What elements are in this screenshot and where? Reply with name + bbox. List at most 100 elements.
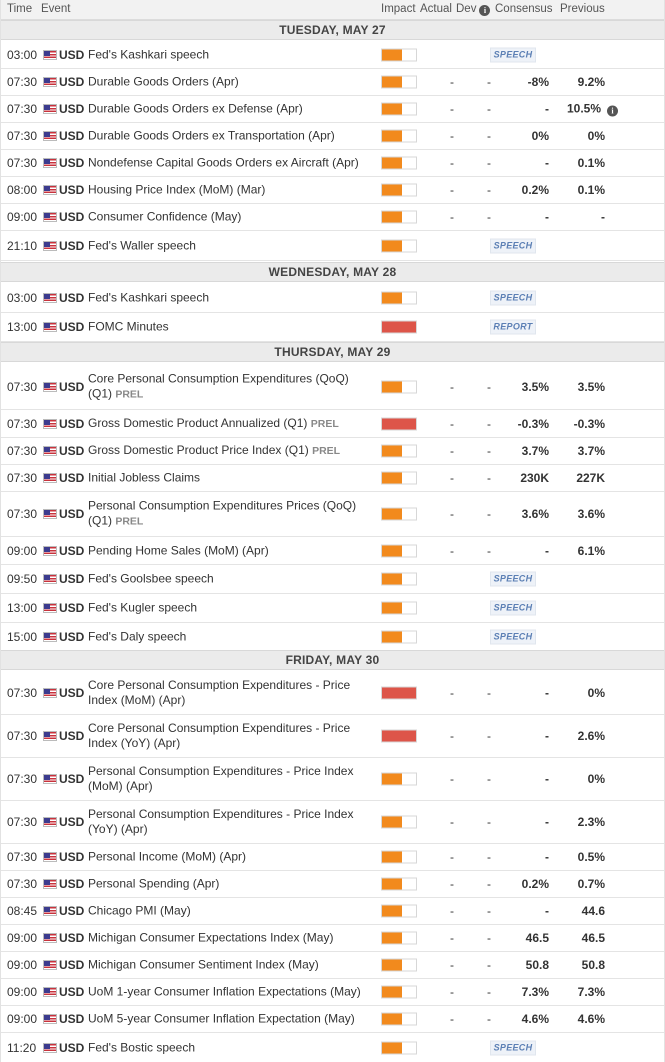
event-name[interactable]: Fed's Kashkari speech <box>88 48 363 63</box>
header-actual[interactable]: Actual <box>420 3 452 15</box>
actual-value: - <box>450 543 454 558</box>
header-consensus[interactable]: Consensus <box>495 3 553 15</box>
event-name[interactable]: Fed's Bostic speech <box>88 1040 363 1055</box>
event-name[interactable]: Fed's Kashkari speech <box>88 291 363 306</box>
impact-indicator <box>381 877 417 891</box>
header-previous[interactable]: Previous <box>560 3 605 15</box>
impact-indicator <box>381 630 417 644</box>
event-name[interactable]: Michigan Consumer Sentiment Index (May) <box>88 958 363 973</box>
event-row[interactable]: 09:00 USD UoM 1-year Consumer Inflation Ex… <box>1 979 664 1006</box>
event-name[interactable]: Core Personal Consumption Expenditures (… <box>88 371 363 402</box>
event-name[interactable]: Personal Spending (Apr) <box>88 877 363 892</box>
impact-fill <box>382 418 416 429</box>
event-name[interactable]: Personal Consumption Expenditures - Pric… <box>88 807 363 837</box>
event-title: UoM 1-year Consumer Inflation Expectatio… <box>88 984 361 999</box>
event-row[interactable]: 07:30 USD Durable Goods Orders (Apr) - - -8% 9… <box>1 69 664 96</box>
prel-badge: PREL <box>310 417 339 430</box>
event-row[interactable]: 03:00 USD Fed's Kashkari speech SPEECH <box>1 42 664 69</box>
event-row[interactable]: 07:30 USD Personal Consumption Expenditure… <box>1 758 664 801</box>
event-row[interactable]: 21:10 USD Fed's Waller speech SPEECH <box>1 231 664 261</box>
event-currency: USD <box>59 729 85 743</box>
event-name[interactable]: Durable Goods Orders (Apr) <box>88 75 363 90</box>
event-row[interactable]: 09:00 USD Michigan Consumer Sentiment Inde… <box>1 952 664 979</box>
event-row[interactable]: 13:00 USD Fed's Kugler speech SPEECH <box>1 594 664 623</box>
event-title: Personal Spending (Apr) <box>88 876 220 891</box>
event-row[interactable]: 09:00 USD Pending Home Sales (MoM) (Apr) - -… <box>1 537 664 565</box>
event-row[interactable]: 07:30 USD Personal Income (MoM) (Apr) - - - 0.… <box>1 844 664 871</box>
event-name[interactable]: Personal Income (MoM) (Apr) <box>88 850 363 865</box>
event-name[interactable]: Chicago PMI (May) <box>88 904 363 919</box>
info-icon[interactable]: i <box>479 5 491 16</box>
event-name[interactable]: Fed's Goolsbee speech <box>88 572 363 587</box>
event-name[interactable]: Fed's Waller speech <box>88 238 363 253</box>
event-currency: USD <box>59 48 85 62</box>
consensus-value: 7.3% <box>521 985 549 999</box>
impact-fill <box>382 816 403 828</box>
event-name[interactable]: Fed's Daly speech <box>88 630 363 645</box>
consensus-value: 50.8 <box>525 958 549 972</box>
event-row[interactable]: 09:00 USD Consumer Confidence (May) - - - - <box>1 204 664 231</box>
event-type-tag: SPEECH <box>490 1040 536 1055</box>
event-row[interactable]: 09:00 USD Michigan Consumer Expectations I… <box>1 925 664 952</box>
event-row[interactable]: 13:00 USD FOMC Minutes REPORT <box>1 313 664 342</box>
event-row[interactable]: 09:00 USD UoM 5-year Consumer Inflation Ex… <box>1 1006 664 1033</box>
header-event[interactable]: Event <box>41 3 71 15</box>
deviation-value: - <box>487 729 491 743</box>
event-title: Personal Consumption Expenditures - Pric… <box>88 807 354 836</box>
event-name[interactable]: Personal Consumption Expenditures Prices… <box>88 499 363 530</box>
event-row[interactable]: 07:30 USD Core Personal Consumption Expend… <box>1 715 664 758</box>
event-name[interactable]: Consumer Confidence (May) <box>88 210 363 225</box>
event-name[interactable]: Durable Goods Orders ex Transportation (… <box>88 129 363 144</box>
event-row[interactable]: 07:30 USD Durable Goods Orders ex Transpor… <box>1 123 664 150</box>
event-row[interactable]: 03:00 USD Fed's Kashkari speech SPEECH <box>1 284 664 313</box>
impact-indicator <box>381 601 417 615</box>
event-name[interactable]: Gross Domestic Product Annualized (Q1) P… <box>88 416 363 432</box>
event-row[interactable]: 07:30 USD Durable Goods Orders ex Defense … <box>1 96 664 123</box>
event-name[interactable]: FOMC Minutes <box>88 320 363 335</box>
event-row[interactable]: 15:00 USD Fed's Daly speech SPEECH <box>1 623 664 652</box>
event-row[interactable]: 07:30 USD Nondefense Capital Goods Orders … <box>1 150 664 177</box>
event-name[interactable]: Core Personal Consumption Expenditures -… <box>88 678 363 708</box>
event-name[interactable]: Durable Goods Orders ex Defense (Apr) <box>88 102 363 117</box>
event-row[interactable]: 08:00 USD Housing Price Index (MoM) (Mar) -… <box>1 177 664 204</box>
event-row[interactable]: 07:30 USD Gross Domestic Product Annualize… <box>1 410 664 438</box>
revised-info-icon[interactable]: i <box>607 105 618 117</box>
event-name[interactable]: UoM 5-year Consumer Inflation Expectatio… <box>88 1012 363 1027</box>
consensus-value: - <box>545 815 549 829</box>
event-row[interactable]: 07:30 USD Personal Spending (Apr) - - 0.2% 0.7… <box>1 871 664 898</box>
event-type-tag: REPORT <box>490 319 536 335</box>
header-time[interactable]: Time <box>7 3 33 15</box>
actual-value: - <box>450 815 454 829</box>
event-row[interactable]: 07:30 USD Gross Domestic Product Price Ind… <box>1 438 664 465</box>
event-row[interactable]: 11:20 USD Fed's Bostic speech SPEECH <box>1 1033 664 1062</box>
event-name[interactable]: UoM 1-year Consumer Inflation Expectatio… <box>88 985 363 1000</box>
event-name[interactable]: Initial Jobless Claims <box>88 471 363 486</box>
event-row[interactable]: 09:50 USD Fed's Goolsbee speech SPEECH <box>1 565 664 594</box>
deviation-value: - <box>487 183 491 197</box>
event-row[interactable]: 07:30 USD Initial Jobless Claims - - 230K 227K <box>1 465 664 492</box>
event-name[interactable]: Michigan Consumer Expectations Index (Ma… <box>88 931 363 946</box>
event-name[interactable]: Housing Price Index (MoM) (Mar) <box>88 183 363 198</box>
event-name[interactable]: Core Personal Consumption Expenditures -… <box>88 721 363 751</box>
event-time: 07:30 <box>7 772 38 786</box>
impact-indicator <box>381 48 417 62</box>
event-name[interactable]: Gross Domestic Product Price Index (Q1) … <box>88 443 363 459</box>
impact-fill <box>382 1042 403 1053</box>
event-currency: USD <box>59 129 85 143</box>
header-impact[interactable]: Impact <box>381 3 416 15</box>
event-name[interactable]: Fed's Kugler speech <box>88 601 363 616</box>
event-name[interactable]: Personal Consumption Expenditures - Pric… <box>88 764 363 794</box>
header-dev[interactable]: Dev i <box>456 3 491 16</box>
event-row[interactable]: 07:30 USD Personal Consumption Expenditure… <box>1 801 664 844</box>
event-currency: USD <box>59 958 85 972</box>
event-row[interactable]: 07:30 USD Core Personal Consumption Expend… <box>1 364 664 410</box>
event-row[interactable]: 08:45 USD Chicago PMI (May) - - - 44.6 <box>1 898 664 925</box>
event-row[interactable]: 07:30 USD Personal Consumption Expenditure… <box>1 492 664 537</box>
us-flag-icon <box>43 509 57 519</box>
event-title: Gross Domestic Product Price Index (Q1) <box>88 443 309 457</box>
event-title: Chicago PMI (May) <box>88 903 191 918</box>
event-name[interactable]: Nondefense Capital Goods Orders ex Aircr… <box>88 156 363 171</box>
event-name[interactable]: Pending Home Sales (MoM) (Apr) <box>88 543 363 558</box>
event-row[interactable]: 07:30 USD Core Personal Consumption Expend… <box>1 672 664 715</box>
consensus-value: 46.5 <box>525 931 549 945</box>
